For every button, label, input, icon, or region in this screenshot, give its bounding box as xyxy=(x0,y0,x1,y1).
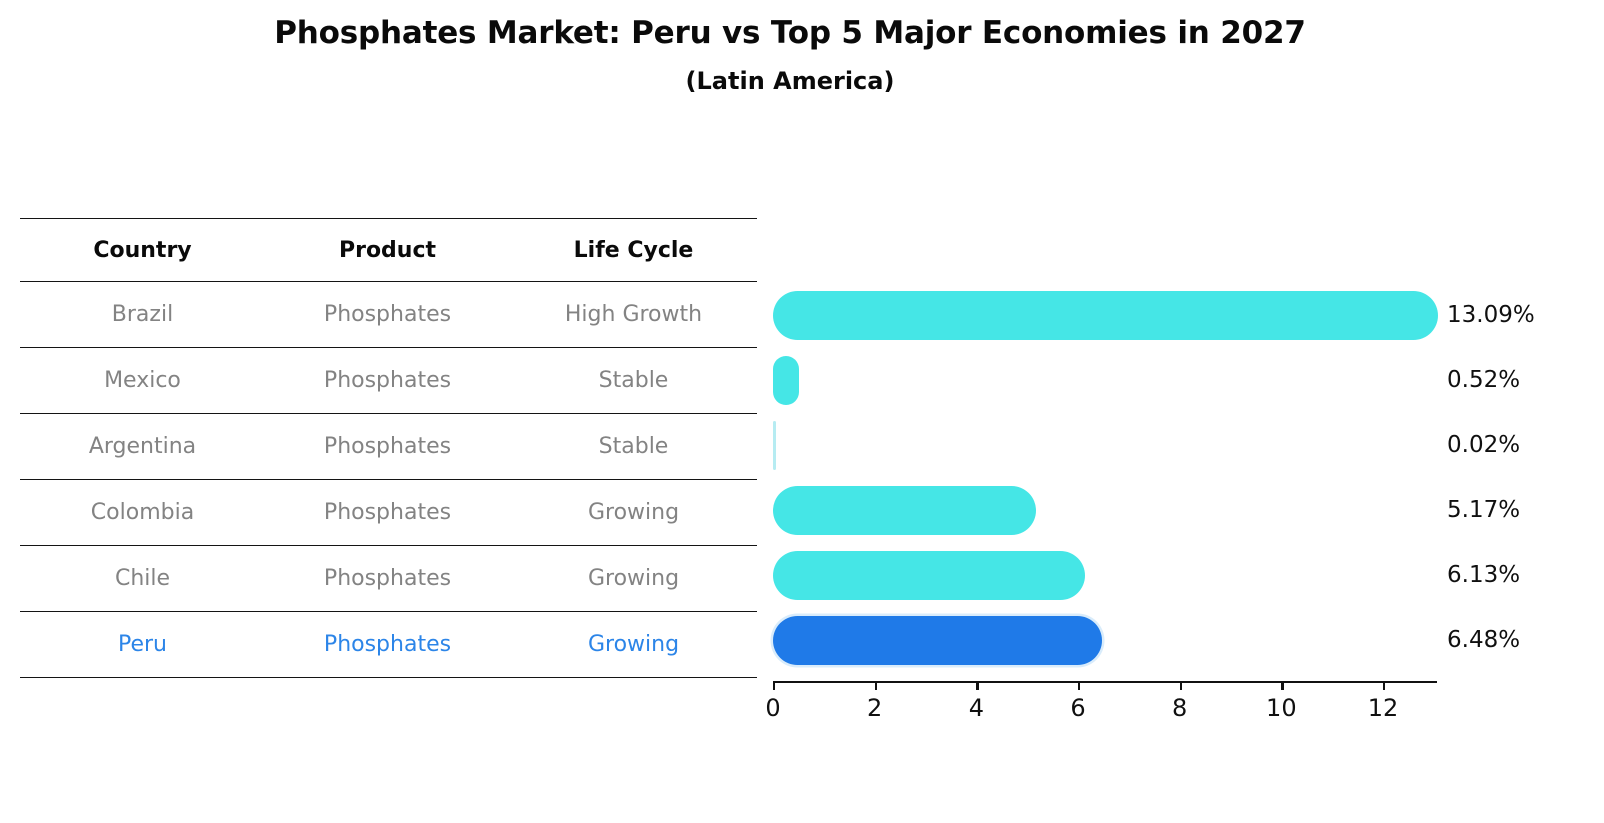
bar-value-label: 13.09% xyxy=(1447,302,1535,328)
cell-product: Phosphates xyxy=(265,479,510,546)
table-row: Colombia Phosphates Growing xyxy=(20,479,757,546)
bar-value-label: 6.13% xyxy=(1447,562,1521,588)
bar-value-label: 5.17% xyxy=(1447,497,1521,523)
cell-life-cycle: Stable xyxy=(510,347,757,414)
page-subtitle: (Latin America) xyxy=(685,67,895,95)
table-header-row: Country Product Life Cycle xyxy=(20,218,757,282)
column-header-life-cycle: Life Cycle xyxy=(510,218,757,282)
bar-value-label: 0.52% xyxy=(1447,367,1521,393)
market-table-panel: Country Product Life Cycle Brazil Phospha… xyxy=(20,218,757,678)
bar-row xyxy=(773,348,1473,413)
bar-row xyxy=(773,608,1473,673)
cell-life-cycle: Stable xyxy=(510,413,757,480)
cell-product: Phosphates xyxy=(265,413,510,480)
x-tick-label: 0 xyxy=(765,694,781,722)
market-table: Country Product Life Cycle Brazil Phospha… xyxy=(20,218,757,678)
page-title: Phosphates Market: Peru vs Top 5 Major E… xyxy=(274,15,1306,51)
title-block: Phosphates Market: Peru vs Top 5 Major E… xyxy=(0,14,1580,98)
x-tick-label: 4 xyxy=(968,694,984,722)
x-tick-label: 2 xyxy=(867,694,883,722)
bar-mexico xyxy=(773,356,800,405)
cell-life-cycle: Growing xyxy=(510,479,757,546)
bar-row xyxy=(773,413,1473,478)
cell-life-cycle: High Growth xyxy=(510,281,757,348)
table-row: Chile Phosphates Growing xyxy=(20,545,757,612)
cell-country: Brazil xyxy=(20,281,265,348)
x-tick xyxy=(976,681,979,690)
cell-country: Peru xyxy=(20,611,265,678)
cell-product: Phosphates xyxy=(265,347,510,414)
cell-country: Mexico xyxy=(20,347,265,414)
x-tick-label: 8 xyxy=(1172,694,1188,722)
bar-brazil xyxy=(773,291,1439,340)
x-tick xyxy=(1281,681,1284,690)
table-row: Argentina Phosphates Stable xyxy=(20,413,757,480)
cell-country: Chile xyxy=(20,545,265,612)
cell-life-cycle: Growing xyxy=(510,611,757,678)
x-tick xyxy=(1179,681,1182,690)
bar-value-label: 0.02% xyxy=(1447,432,1521,458)
cell-country: Argentina xyxy=(20,413,265,480)
bar-chile xyxy=(773,551,1085,600)
x-tick-label: 12 xyxy=(1367,694,1399,722)
cell-product: Phosphates xyxy=(265,281,510,348)
bar-peru xyxy=(773,616,1103,665)
bar-argentina xyxy=(773,421,777,470)
cell-product: Phosphates xyxy=(265,545,510,612)
bar-row xyxy=(773,283,1473,348)
table-row: Peru Phosphates Growing xyxy=(20,611,757,678)
x-tick xyxy=(874,681,877,690)
x-tick xyxy=(773,681,776,690)
bar-value-label: 6.48% xyxy=(1447,627,1521,653)
x-tick xyxy=(1078,681,1081,690)
table-row: Brazil Phosphates High Growth xyxy=(20,281,757,348)
x-axis-line xyxy=(773,681,1437,684)
cell-life-cycle: Growing xyxy=(510,545,757,612)
x-tick xyxy=(1383,681,1386,690)
column-header-product: Product xyxy=(265,218,510,282)
bar-colombia xyxy=(773,486,1036,535)
x-tick-label: 10 xyxy=(1266,694,1297,722)
bar-row xyxy=(773,478,1473,543)
column-header-country: Country xyxy=(20,218,265,282)
x-tick-label: 6 xyxy=(1070,694,1086,722)
table-row: Mexico Phosphates Stable xyxy=(20,347,757,414)
cell-country: Colombia xyxy=(20,479,265,546)
table-body: Brazil Phosphates High Growth Mexico Phospha… xyxy=(20,281,757,678)
cell-product: Phosphates xyxy=(265,611,510,678)
bar-row xyxy=(773,543,1473,608)
